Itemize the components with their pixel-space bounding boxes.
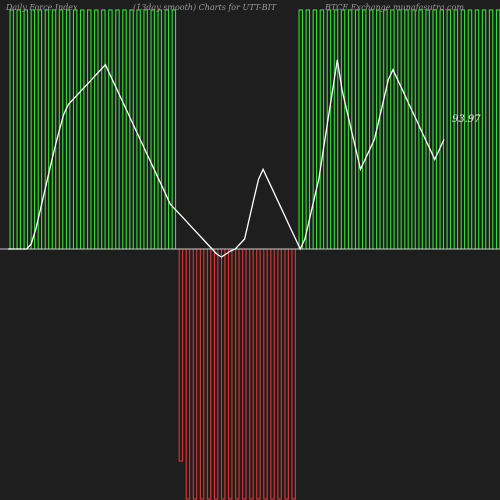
negative-bar (277, 248, 282, 500)
positive-bar (9, 9, 14, 250)
chart-header-left: Daily Force Index (6, 3, 78, 12)
negative-bar (270, 248, 275, 500)
positive-bar (87, 9, 92, 250)
positive-bar (446, 9, 452, 250)
bars-group (9, 9, 500, 500)
positive-bar (171, 9, 177, 250)
negative-bar (213, 248, 219, 500)
positive-bar (390, 9, 395, 250)
positive-bar (481, 9, 487, 250)
positive-bar (495, 9, 500, 250)
negative-bar (185, 248, 191, 500)
positive-bar (354, 9, 360, 250)
positive-bar (397, 9, 402, 250)
positive-bar (72, 9, 78, 250)
positive-bar (383, 9, 388, 250)
positive-bar (425, 9, 430, 250)
negative-bar (220, 248, 226, 500)
positive-bar (79, 9, 85, 250)
positive-bar (94, 9, 99, 250)
positive-bar (23, 9, 29, 250)
positive-bar (474, 9, 480, 250)
positive-bar (115, 9, 120, 250)
positive-bar (101, 9, 106, 250)
negative-bar (199, 248, 205, 500)
negative-bar (256, 248, 261, 500)
positive-bar (150, 9, 155, 250)
positive-bar (488, 9, 494, 250)
negative-bar (178, 248, 184, 462)
positive-bar (319, 9, 325, 250)
chart-header-middle: (13day smooth) Charts for UTT-BIT (133, 3, 277, 12)
chart-header-right: BTCE Exchange munafasutra.com (325, 3, 464, 12)
positive-bar (340, 9, 346, 250)
positive-bar (333, 9, 339, 250)
negative-bar (249, 248, 254, 500)
positive-bar (129, 9, 134, 250)
negative-bar (235, 248, 240, 500)
positive-bar (65, 9, 71, 250)
positive-bar (305, 9, 311, 250)
negative-bar (284, 248, 289, 500)
positive-bar (411, 9, 416, 250)
negative-bar (192, 248, 198, 500)
negative-bar (206, 248, 212, 500)
positive-bar (108, 9, 113, 250)
negative-bar (228, 248, 233, 500)
positive-bar (326, 9, 332, 250)
positive-bar (143, 9, 148, 250)
positive-bar (467, 9, 473, 250)
positive-bar (460, 9, 466, 250)
positive-bar (51, 9, 57, 250)
last-value-label: 93.97 (452, 114, 481, 125)
positive-bar (361, 9, 367, 250)
negative-bar (242, 248, 247, 500)
negative-bar (263, 248, 268, 500)
positive-bar (404, 9, 409, 250)
positive-bar (432, 9, 437, 250)
positive-bar (453, 9, 459, 250)
positive-bar (157, 9, 163, 250)
positive-bar (439, 9, 444, 250)
positive-bar (16, 9, 21, 250)
force-index-line (8, 59, 445, 258)
negative-bar (291, 248, 296, 500)
positive-bar (122, 9, 127, 250)
positive-bar (44, 9, 50, 250)
positive-bar (312, 9, 318, 250)
positive-bar (30, 9, 36, 250)
positive-bar (136, 9, 141, 250)
positive-bar (298, 9, 303, 250)
positive-bar (164, 9, 170, 250)
positive-bar (368, 9, 374, 250)
